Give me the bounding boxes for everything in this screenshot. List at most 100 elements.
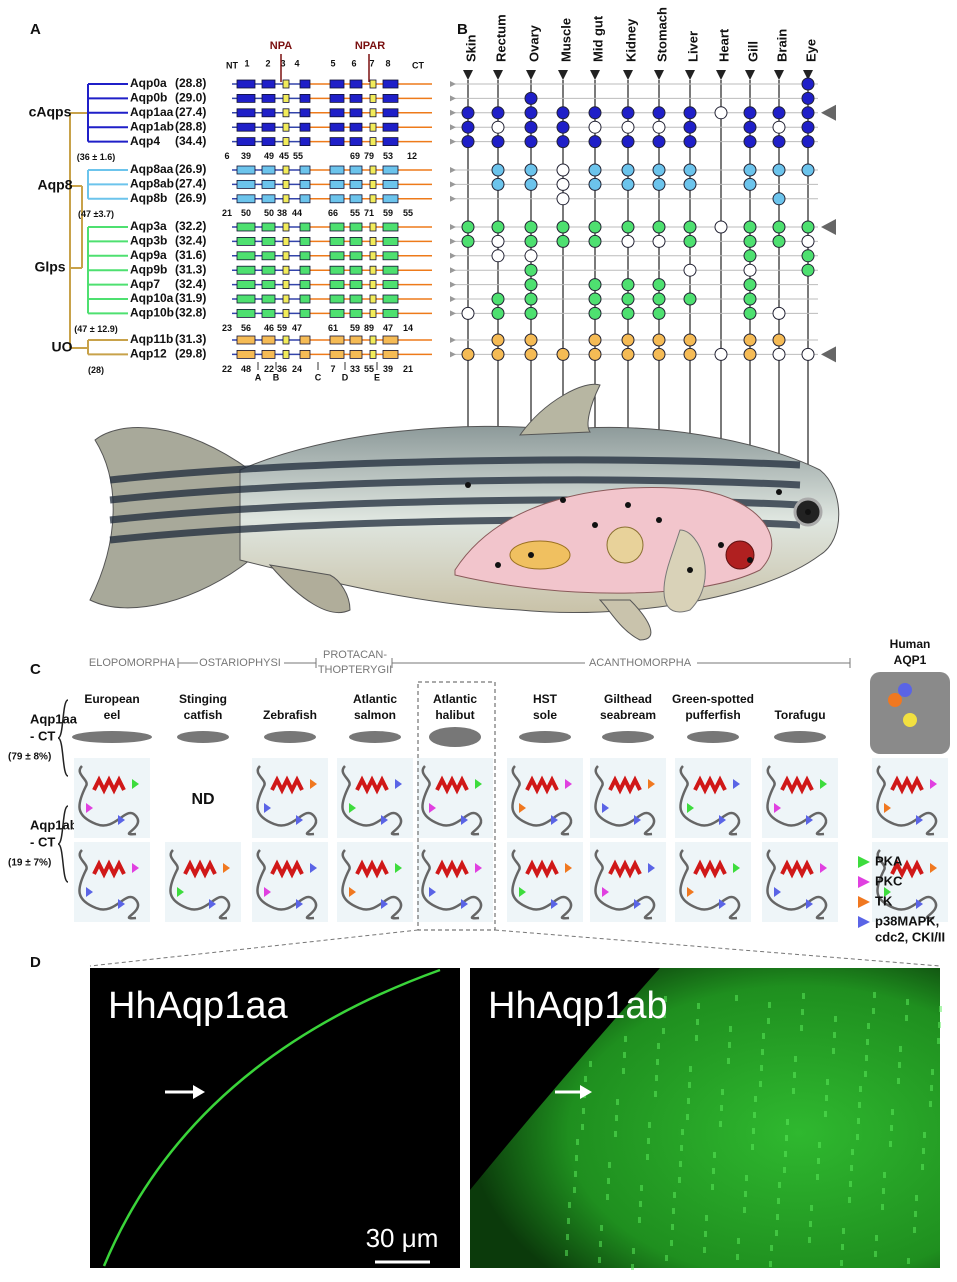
signal-speckle <box>711 1184 714 1190</box>
signal-speckle <box>584 1076 587 1082</box>
organ-point <box>592 522 598 528</box>
signal-speckle <box>600 1225 603 1231</box>
exon <box>299 349 311 359</box>
expression-dot <box>524 234 538 248</box>
expression-dot <box>491 347 505 361</box>
row-marker <box>450 95 456 102</box>
site-marker <box>820 863 827 873</box>
gene-value: (31.3) <box>175 262 206 276</box>
exon <box>382 265 399 275</box>
exon <box>329 194 345 204</box>
signal-speckle <box>849 1181 852 1187</box>
expression-dot <box>588 306 602 320</box>
signal-speckle <box>851 1149 854 1155</box>
gene-name: Aqp3a <box>130 219 167 233</box>
tissue-marker <box>654 70 664 80</box>
fish-icon <box>519 731 571 743</box>
gene-name: Aqp3b <box>130 234 167 248</box>
signal-speckle <box>705 1215 708 1221</box>
ct-backbone <box>876 849 938 920</box>
exon <box>349 335 363 345</box>
loop-label: B <box>273 372 280 382</box>
ct-helix <box>693 775 727 795</box>
signal-speckle <box>769 1261 772 1267</box>
npa-box <box>282 251 290 261</box>
signal-speckle <box>614 1131 617 1137</box>
loop-length: 21 <box>403 364 413 374</box>
signal-speckle <box>567 1218 570 1224</box>
exon <box>329 236 345 246</box>
signal-speckle <box>720 1105 723 1111</box>
exon <box>329 308 345 318</box>
exon <box>299 222 311 232</box>
expression-dot <box>743 306 757 320</box>
signal-speckle <box>784 1151 787 1157</box>
expression-dot <box>652 163 666 177</box>
signal-speckle <box>778 1182 781 1188</box>
exon <box>329 265 345 275</box>
signal-speckle <box>599 1241 602 1247</box>
image-title: HhAqp1ab <box>488 985 668 1027</box>
gene-value: (28.8) <box>175 76 206 90</box>
signal-speckle <box>632 1248 635 1254</box>
signal-speckle <box>753 1112 756 1118</box>
site-marker <box>132 863 139 873</box>
signal-speckle <box>777 1198 780 1204</box>
exon <box>299 179 311 189</box>
tissue-name: Mid gut <box>590 15 605 62</box>
expression-dot <box>801 135 815 149</box>
tissue-name: Muscle <box>558 18 573 62</box>
site-marker <box>719 899 726 909</box>
expression-dot <box>801 77 815 91</box>
expression-dot <box>588 163 602 177</box>
exon <box>349 349 363 359</box>
gene-name: Aqp8b <box>130 191 167 205</box>
signal-speckle <box>857 1118 860 1124</box>
exon <box>349 222 363 232</box>
expression-dot <box>743 177 757 191</box>
npa-box <box>369 165 377 175</box>
site-marker <box>687 803 694 813</box>
signal-speckle <box>744 1191 747 1197</box>
signal-speckle <box>770 1245 773 1251</box>
expression-dot <box>461 234 475 248</box>
expression-dot <box>621 278 635 292</box>
species-name: pufferfish <box>685 708 740 722</box>
ct-helix <box>355 859 389 879</box>
expression-dot <box>556 234 570 248</box>
scale-bar-label: 30 μm <box>366 1223 439 1253</box>
exon <box>382 165 399 175</box>
expression-dot <box>683 106 697 120</box>
signal-speckle <box>875 1235 878 1241</box>
species-name: European <box>84 692 139 706</box>
signal-speckle <box>899 1046 902 1052</box>
ct-label: CT <box>412 60 424 70</box>
npa-box <box>282 179 290 189</box>
exon <box>382 251 399 261</box>
exon <box>299 265 311 275</box>
site-marker <box>429 803 436 813</box>
npa-box <box>282 94 290 103</box>
loop-length: 66 <box>328 208 338 218</box>
signal-speckle <box>842 1228 845 1234</box>
expression-dot <box>801 91 815 105</box>
loop-length: 50 <box>241 208 251 218</box>
ct-backbone <box>876 765 938 836</box>
legend-swatch <box>858 856 870 868</box>
signal-speckle <box>810 1205 813 1211</box>
not-determined: ND <box>191 791 214 808</box>
fish-icon <box>774 731 826 743</box>
species-name: eel <box>104 708 121 722</box>
structure-bg <box>762 842 838 922</box>
loop-length: 71 <box>364 208 374 218</box>
exon <box>261 179 276 189</box>
exon <box>236 335 256 345</box>
tissue-marker <box>623 70 633 80</box>
fish-icon <box>72 731 152 743</box>
loop-length: 47 <box>383 323 393 333</box>
expression-dot <box>524 135 538 149</box>
exon <box>299 294 311 304</box>
npar-label: NPAR <box>355 40 385 52</box>
expression-dot <box>652 333 666 347</box>
signal-speckle <box>573 1187 576 1193</box>
